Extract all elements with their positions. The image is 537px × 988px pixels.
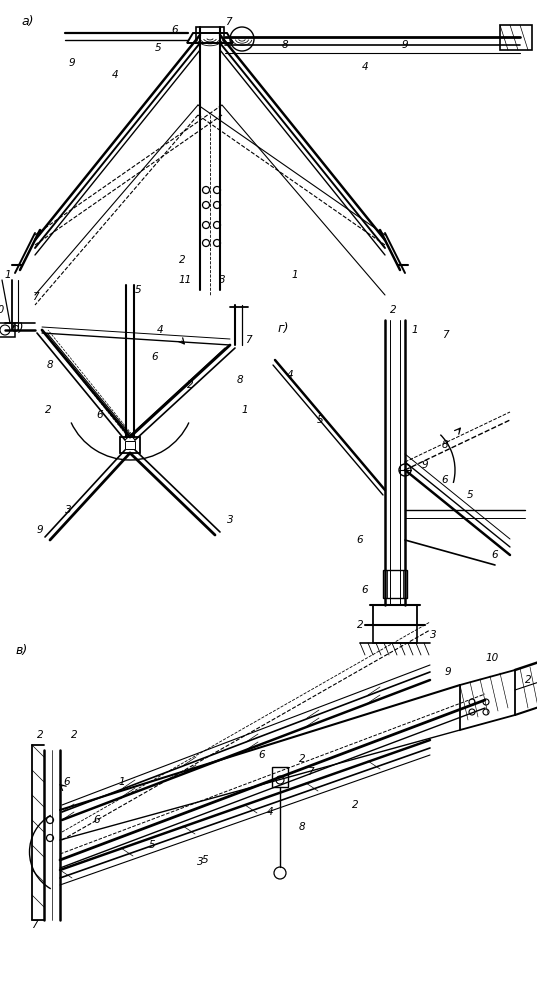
Text: 6: 6 — [362, 585, 368, 595]
Text: 2: 2 — [71, 730, 77, 740]
Text: 9: 9 — [422, 460, 429, 470]
Text: 8: 8 — [299, 822, 306, 832]
Text: 3: 3 — [219, 275, 226, 285]
Text: 7: 7 — [31, 920, 37, 930]
Text: 2: 2 — [357, 620, 364, 630]
Text: 6: 6 — [64, 777, 70, 787]
Text: 9: 9 — [69, 58, 75, 68]
Text: 5: 5 — [317, 415, 323, 425]
Text: 3: 3 — [197, 857, 204, 867]
Text: 5: 5 — [135, 285, 141, 295]
Text: 9: 9 — [37, 525, 43, 535]
Text: 3: 3 — [430, 630, 436, 640]
Text: 7: 7 — [245, 335, 251, 345]
Text: 9: 9 — [445, 667, 451, 677]
Text: 7: 7 — [307, 767, 313, 777]
Text: 1: 1 — [5, 270, 11, 280]
Text: 6: 6 — [259, 750, 265, 760]
Bar — [383, 570, 407, 598]
Text: 6: 6 — [357, 535, 364, 545]
Text: 4: 4 — [157, 325, 163, 335]
Text: 8: 8 — [282, 40, 288, 50]
Text: 4: 4 — [267, 807, 273, 817]
Text: 7: 7 — [442, 330, 448, 340]
Text: 6: 6 — [172, 25, 178, 35]
Text: 5: 5 — [467, 490, 473, 500]
Text: 8: 8 — [442, 440, 448, 450]
Text: 2: 2 — [390, 305, 396, 315]
Text: 2: 2 — [352, 800, 358, 810]
Text: 4: 4 — [362, 62, 368, 72]
Text: 4: 4 — [112, 70, 118, 80]
Text: 3: 3 — [64, 505, 71, 515]
Text: а): а) — [22, 16, 34, 29]
Text: в): в) — [16, 643, 28, 656]
Bar — [120, 437, 140, 453]
Text: 7: 7 — [32, 292, 38, 302]
Text: 6: 6 — [97, 410, 103, 420]
Text: 1: 1 — [119, 777, 125, 787]
Bar — [125, 441, 135, 449]
Text: г): г) — [277, 321, 289, 335]
Text: 5: 5 — [202, 855, 208, 865]
Text: 4: 4 — [287, 370, 293, 380]
Text: 2: 2 — [187, 380, 193, 390]
Text: 8: 8 — [237, 375, 243, 385]
Text: 2: 2 — [45, 405, 52, 415]
Bar — [272, 767, 288, 787]
Text: 2: 2 — [179, 255, 185, 265]
Text: б): б) — [12, 321, 24, 335]
Bar — [0, 323, 15, 337]
Text: 1: 1 — [412, 325, 418, 335]
Text: 7: 7 — [224, 17, 231, 27]
Text: 2: 2 — [525, 675, 531, 685]
Text: 6: 6 — [492, 550, 498, 560]
Text: 5: 5 — [155, 43, 161, 53]
Text: 1: 1 — [292, 270, 299, 280]
Text: 9: 9 — [402, 40, 408, 50]
Bar — [373, 625, 417, 643]
Text: 6: 6 — [93, 815, 100, 825]
Text: 6: 6 — [442, 475, 448, 485]
Text: 10: 10 — [0, 305, 5, 315]
Bar — [500, 25, 532, 50]
Text: 10: 10 — [485, 653, 499, 663]
Text: 8: 8 — [47, 360, 53, 370]
Text: 2: 2 — [299, 754, 306, 764]
Text: 1: 1 — [242, 405, 248, 415]
Text: 11: 11 — [178, 275, 192, 285]
Text: 6: 6 — [151, 352, 158, 362]
Text: 2: 2 — [37, 730, 43, 740]
Text: 5: 5 — [149, 840, 155, 850]
Text: 3: 3 — [227, 515, 233, 525]
Bar — [196, 27, 224, 43]
